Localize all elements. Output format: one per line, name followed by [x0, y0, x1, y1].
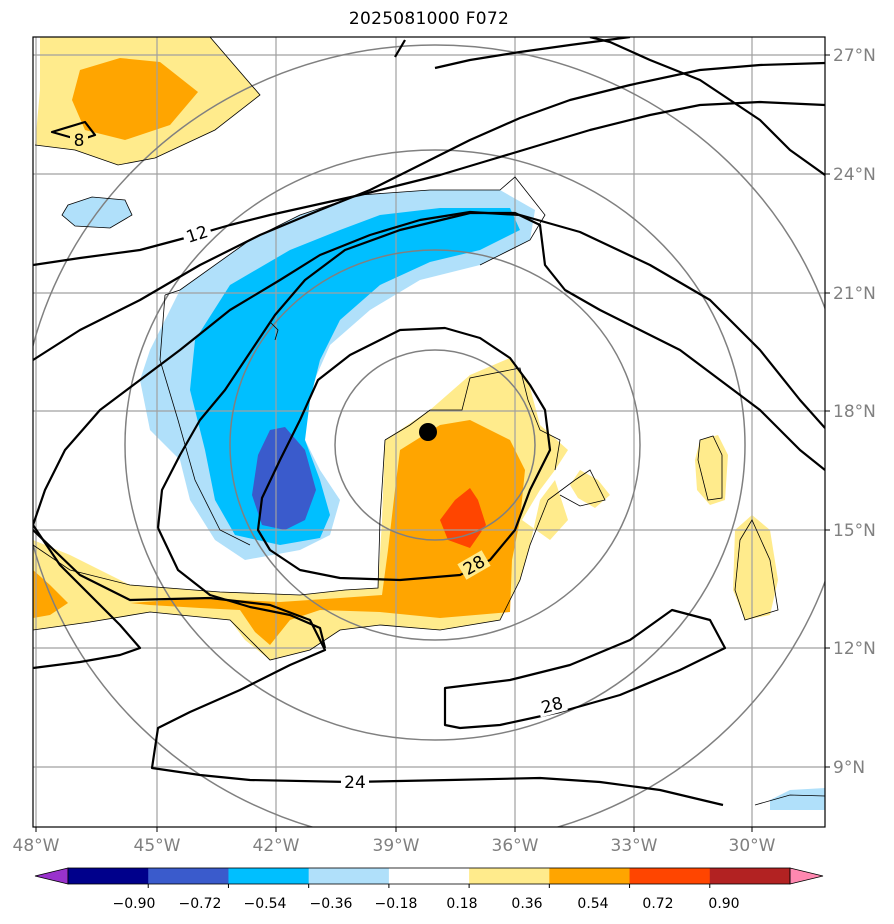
lon-label-42w: 42°W: [253, 836, 300, 856]
colorbar-segment: [549, 868, 631, 884]
shade-lightblue-se: [770, 788, 825, 810]
colorbar-segment: [68, 868, 149, 884]
colorbar-segment: [228, 868, 310, 884]
contour-24-band: [589, 37, 825, 176]
shade-outlines: [33, 37, 825, 806]
colorbar-extend-high: [789, 867, 824, 885]
longitude-axis: 48°W 45°W 42°W 39°W 36°W 33°W 30°W: [13, 836, 776, 856]
contour-28-loop: [157, 527, 327, 649]
colorbar-border: [67, 867, 791, 885]
shade-yellow-e2: [695, 435, 728, 505]
latitude-axis: 27°N 24°N 21°N 18°N 15°N 12°N 9°N: [833, 46, 876, 778]
contour-20-top: [394, 37, 631, 70]
range-ring-1: [334, 349, 536, 541]
contour-28-south: [443, 608, 727, 730]
colorbar-label-2: −0.72: [179, 896, 222, 912]
colorbar-label-8: 0.54: [577, 896, 608, 912]
colorbar-segment: [469, 868, 550, 884]
lon-label-48w: 48°W: [13, 836, 60, 856]
lon-label-33w: 33°W: [611, 836, 658, 856]
plot-frame: [32, 36, 826, 828]
colorbar-label-5: −0.18: [375, 896, 418, 912]
lat-lon-grid: [33, 37, 825, 827]
colorbar-segment: [388, 868, 470, 884]
colorbar-label-3: −0.54: [244, 896, 287, 912]
lat-label-24n: 24°N: [833, 165, 876, 185]
shade-orange-center: [130, 420, 525, 645]
contour-label-24: 24: [344, 773, 366, 793]
colorbar: [34, 867, 824, 888]
colorbar-segment: [709, 868, 791, 884]
lat-label-27n: 27°N: [833, 46, 876, 66]
lat-label-21n: 21°N: [833, 284, 876, 304]
colorbar-extend-low: [34, 867, 69, 885]
contour-20: [33, 210, 825, 526]
shade-orange-nw: [72, 58, 198, 140]
range-rings: [33, 44, 825, 827]
lon-label-45w: 45°W: [134, 836, 181, 856]
shade-yellow-e3: [733, 515, 778, 620]
map-title: 2025081000 F072: [348, 9, 510, 29]
lat-label-18n: 18°N: [833, 402, 876, 422]
lon-label-30w: 30°W: [729, 836, 776, 856]
colorbar-label-4: −0.36: [310, 896, 353, 912]
colorbar-segment: [148, 868, 229, 884]
contour-24-loop: [33, 529, 724, 807]
colorbar-label-9: 0.72: [642, 896, 673, 912]
contour-28-inner: [156, 211, 825, 529]
contour-16: [33, 61, 825, 361]
colorbar-segment: [308, 868, 390, 884]
colorbar-label-10: 0.90: [708, 896, 739, 912]
colorbar-segment: [629, 868, 711, 884]
colorbar-label-1: −0.90: [113, 896, 156, 912]
lon-label-39w: 39°W: [373, 836, 420, 856]
colorbar-label-6: 0.18: [446, 896, 477, 912]
contour-12: [33, 100, 825, 267]
contour-lines: [33, 37, 825, 807]
shade-darkblue-core: [252, 427, 316, 530]
range-ring-3: [124, 149, 746, 741]
range-ring-2: [229, 249, 641, 641]
lat-label-15n: 15°N: [833, 521, 876, 541]
contour-label-8: 8: [74, 131, 85, 151]
lon-label-36w: 36°W: [492, 836, 539, 856]
axis-ticks: [35, 54, 830, 832]
shade-yellow-e1: [570, 470, 610, 508]
contour-24: [33, 524, 142, 670]
contour-28-center: [256, 326, 552, 582]
colorbar-labels: −0.90 −0.72 −0.54 −0.36 −0.18 0.18 0.36 …: [113, 896, 740, 912]
colorbar-label-7: 0.36: [511, 896, 542, 912]
lat-label-9n: 9°N: [833, 758, 865, 778]
storm-center-marker: [419, 423, 437, 441]
range-ring-4: [33, 44, 825, 827]
lat-label-12n: 12°N: [833, 639, 876, 659]
